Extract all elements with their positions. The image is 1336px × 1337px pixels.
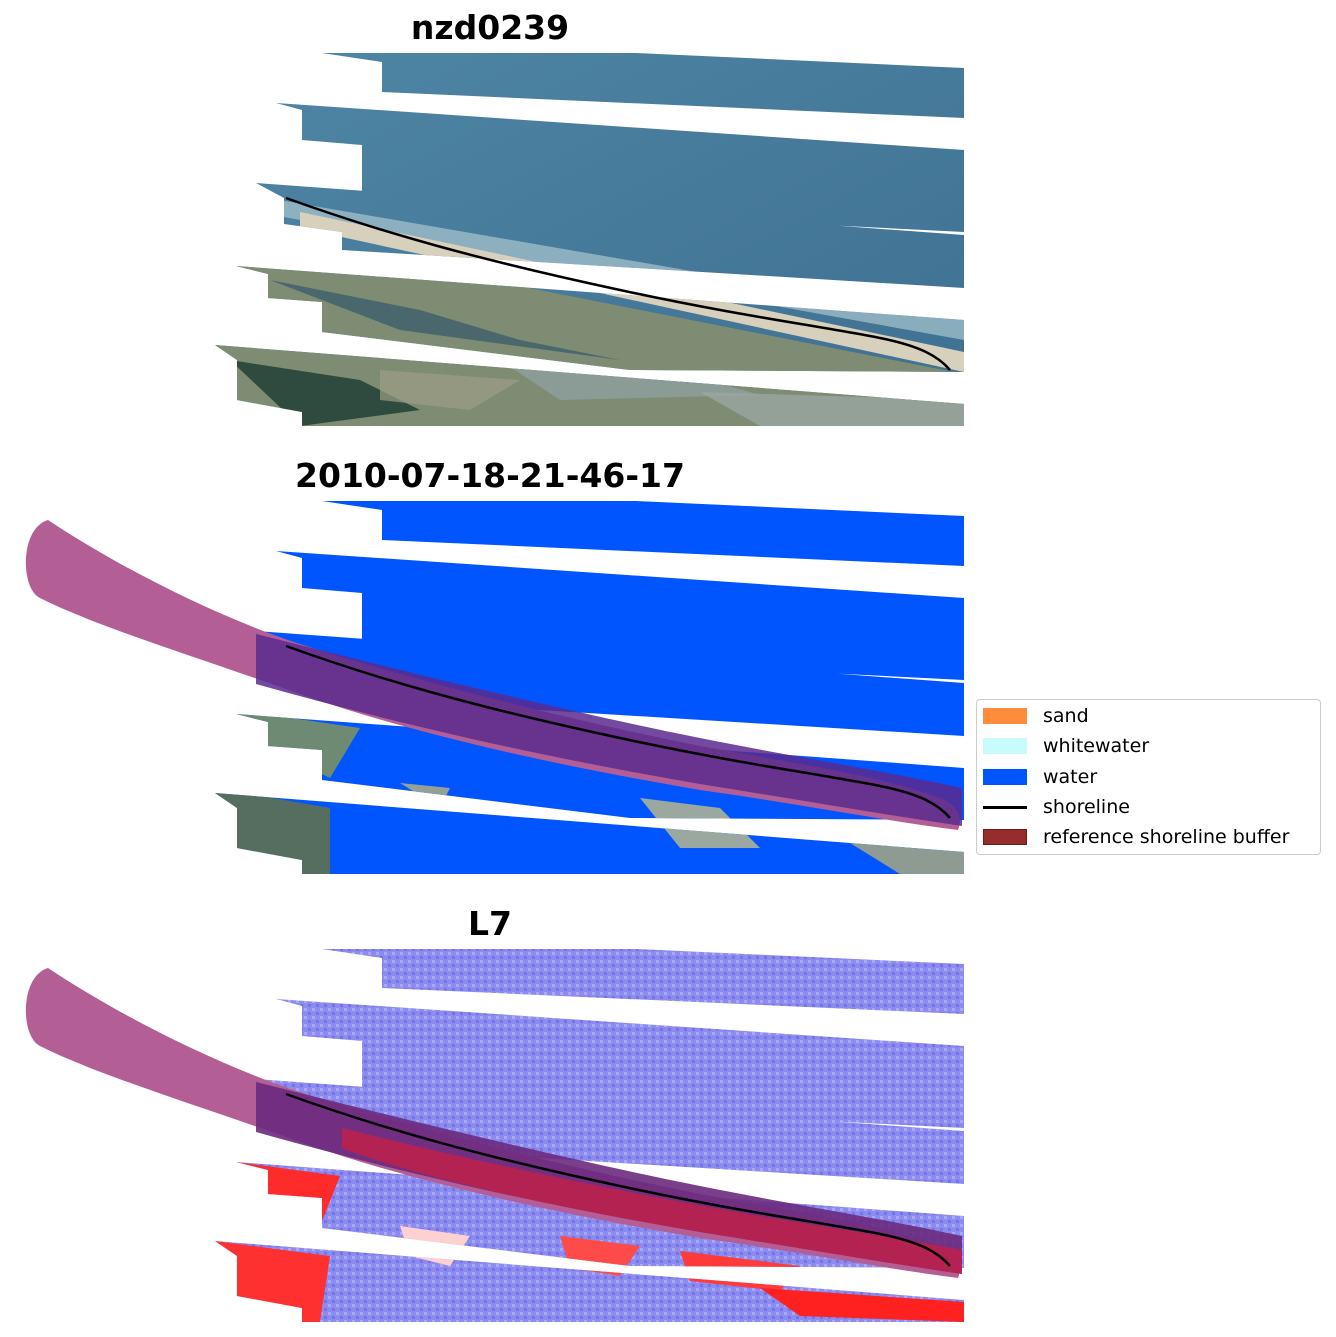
panel-title-classification: 2010-07-18-21-46-17 [295,456,685,495]
legend: sand whitewater water shoreline referenc… [976,699,1321,855]
legend-label: reference shoreline buffer [1043,826,1290,848]
shoreline-line [285,1092,951,1267]
legend-item-water: water [977,765,1317,789]
buffer-overlap [256,634,962,826]
buffer-swatch [983,829,1027,845]
shoreline-swatch [983,806,1027,809]
index-panel [25,949,964,1322]
legend-item-reference-buffer: reference shoreline buffer [977,825,1317,849]
panel-title-index: L7 [468,904,512,943]
panel-title-rgb: nzd0239 [410,8,570,47]
classification-panel [25,501,964,874]
buffer-land-overlap [342,1128,962,1274]
legend-label: shoreline [1043,796,1130,818]
rgb-image [215,53,964,426]
legend-label: water [1043,766,1098,788]
water-swatch [983,769,1027,785]
shoreline-line [285,644,951,819]
sand-swatch [983,708,1027,724]
legend-item-whitewater: whitewater [977,734,1317,758]
shoreline-line [285,196,951,371]
legend-item-sand: sand [977,704,1317,728]
legend-label: sand [1043,705,1089,727]
whitewater-swatch [983,738,1027,754]
legend-label: whitewater [1043,735,1150,757]
legend-item-shoreline: shoreline [977,795,1317,819]
rgb-image-panel [215,53,964,426]
